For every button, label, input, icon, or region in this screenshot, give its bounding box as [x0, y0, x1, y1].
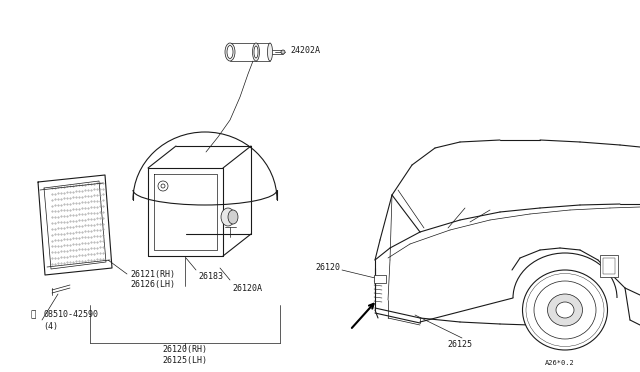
- Circle shape: [158, 181, 168, 191]
- Text: 26183: 26183: [198, 272, 223, 281]
- Bar: [600, 255, 618, 277]
- Ellipse shape: [522, 270, 607, 350]
- Text: A26*0.2: A26*0.2: [545, 360, 575, 366]
- Ellipse shape: [227, 45, 233, 58]
- Text: 24202A: 24202A: [290, 45, 320, 55]
- Text: Ⓢ: Ⓢ: [30, 310, 35, 319]
- Ellipse shape: [268, 43, 273, 61]
- Text: 26125(LH): 26125(LH): [163, 356, 207, 365]
- Bar: [603, 258, 615, 274]
- Bar: [374, 275, 386, 283]
- Text: 26120A: 26120A: [232, 284, 262, 293]
- Text: (4): (4): [43, 322, 58, 331]
- Text: 08510-42590: 08510-42590: [43, 310, 98, 319]
- Ellipse shape: [221, 208, 235, 226]
- Text: 26120: 26120: [315, 263, 340, 273]
- Text: 26125: 26125: [447, 340, 472, 349]
- Ellipse shape: [556, 302, 574, 318]
- Ellipse shape: [253, 43, 259, 61]
- Ellipse shape: [534, 281, 596, 339]
- Ellipse shape: [225, 43, 235, 61]
- Ellipse shape: [281, 50, 285, 54]
- Text: 26126(LH): 26126(LH): [130, 280, 175, 289]
- Ellipse shape: [254, 46, 258, 58]
- Text: 26120(RH): 26120(RH): [163, 345, 207, 354]
- Text: 26121(RH): 26121(RH): [130, 270, 175, 279]
- Circle shape: [161, 184, 165, 188]
- Ellipse shape: [547, 294, 582, 326]
- Ellipse shape: [228, 210, 238, 224]
